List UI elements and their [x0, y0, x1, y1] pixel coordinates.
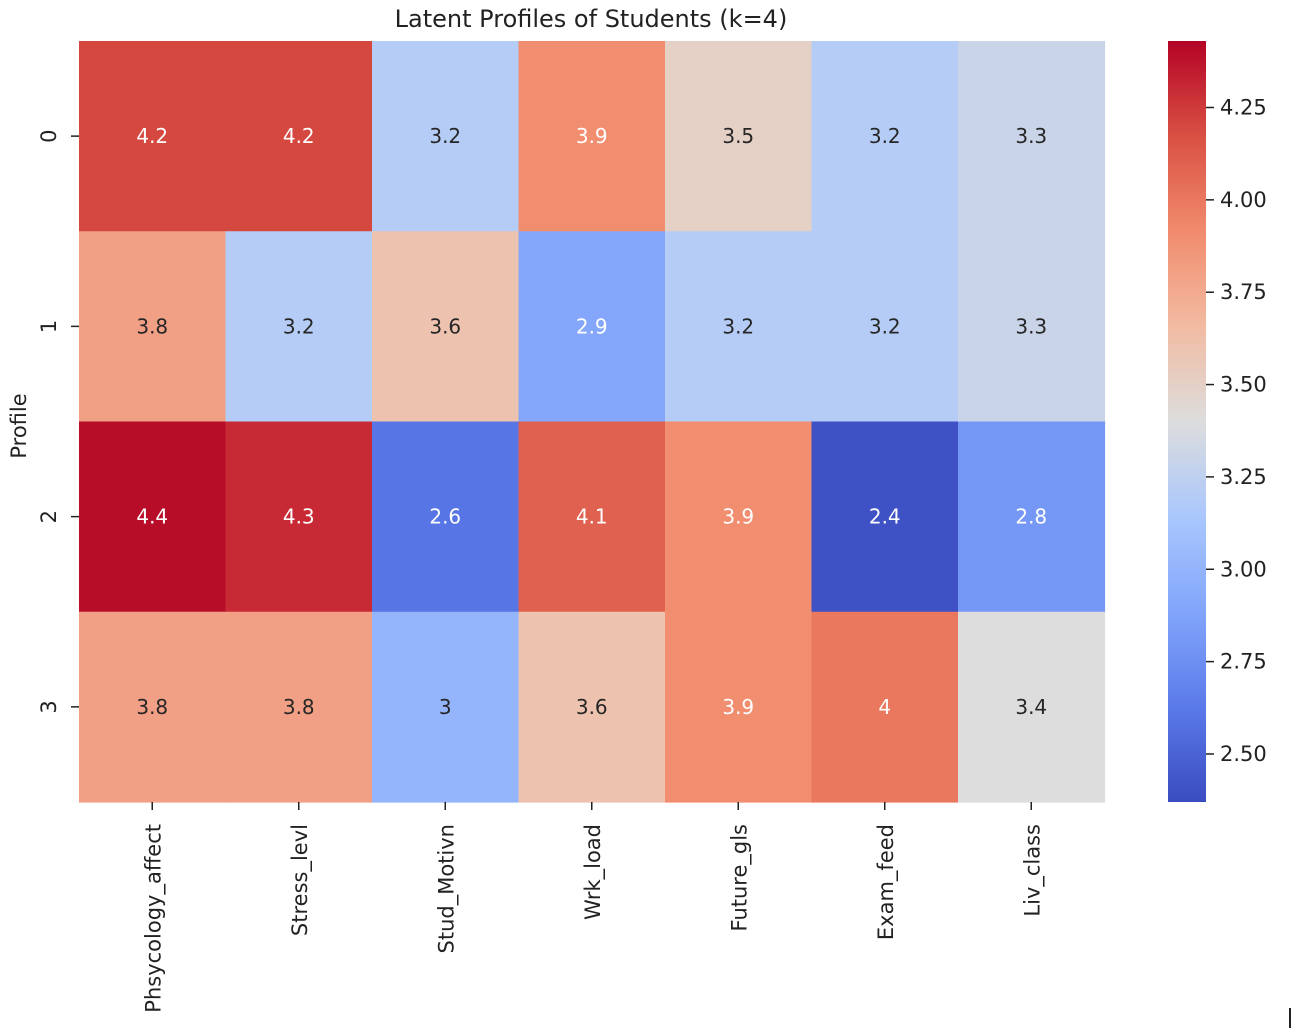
- heatmap-cell-3-1: [225, 611, 373, 803]
- cell-label-0-5: 3.2: [869, 124, 901, 148]
- heatmap-cells: [79, 41, 1106, 803]
- y-tick-label-3: 3: [37, 700, 61, 713]
- colorbar-tick-label-2: 3.00: [1220, 557, 1267, 581]
- cell-annotations: 4.2 4.2 3.2 3.9 3.5 3.2 3.3 3.8 3.2 3.6 2.9 3.2 3.2 3…: [136, 124, 1047, 719]
- cell-label-2-6: 2.8: [1015, 505, 1047, 529]
- heatmap-cell-1-0: [79, 231, 227, 423]
- heatmap-cell-0-3: [518, 41, 666, 232]
- heatmap-cell-0-2: [372, 41, 520, 232]
- y-tick-label-0: 0: [37, 129, 61, 142]
- cell-label-0-6: 3.3: [1015, 124, 1047, 148]
- heatmap-cell-1-2: [372, 231, 520, 423]
- cell-label-1-3: 2.9: [576, 314, 608, 338]
- x-tick-label-3: Wrk_load: [581, 824, 606, 920]
- chart-title: Latent Profiles of Students (k=4): [395, 5, 788, 33]
- colorbar-tick-label-4: 3.50: [1220, 373, 1267, 397]
- colorbar-tick-label-6: 4.00: [1220, 188, 1267, 212]
- cell-label-0-2: 3.2: [429, 124, 461, 148]
- heatmap-cell-1-3: [518, 231, 666, 423]
- x-tick-label-4: Future_gls: [727, 824, 752, 931]
- cell-label-2-1: 4.3: [283, 505, 315, 529]
- heatmap-cell-1-5: [811, 231, 959, 423]
- cell-label-3-6: 3.4: [1015, 695, 1047, 719]
- y-axis-ticks: 0 1 2 3: [37, 129, 79, 714]
- cell-label-1-4: 3.2: [722, 314, 754, 338]
- colorbar-tick-label-5: 3.75: [1220, 280, 1267, 304]
- x-tick-label-0: Phsycology_affect: [141, 824, 166, 1013]
- heatmap-cell-3-2: [372, 611, 520, 803]
- cell-label-2-4: 3.9: [722, 505, 754, 529]
- colorbar-tick-label-1: 2.75: [1220, 650, 1267, 674]
- heatmap-cell-2-4: [665, 421, 813, 613]
- x-tick-label-6: Liv_class: [1020, 824, 1045, 917]
- y-tick-label-2: 2: [37, 510, 61, 523]
- heatmap-cell-3-0: [79, 611, 227, 803]
- heatmap-cell-0-5: [811, 41, 959, 232]
- cell-label-1-1: 3.2: [283, 314, 315, 338]
- heatmap-cell-3-6: [958, 611, 1106, 803]
- cell-label-1-2: 3.6: [429, 314, 461, 338]
- heatmap-cell-3-4: [665, 611, 813, 803]
- cell-label-3-1: 3.8: [283, 695, 315, 719]
- colorbar: [1168, 41, 1206, 802]
- y-tick-label-1: 1: [37, 320, 61, 333]
- heatmap-cell-3-5: [811, 611, 959, 803]
- cell-label-3-5: 4: [878, 695, 891, 719]
- cell-label-0-3: 3.9: [576, 124, 608, 148]
- cell-label-0-4: 3.5: [722, 124, 754, 148]
- x-tick-label-1: Stress_levl: [288, 824, 313, 936]
- heatmap-cell-0-0: [79, 41, 227, 232]
- cell-label-3-3: 3.6: [576, 695, 608, 719]
- x-tick-label-2: Stud_Motivn: [434, 824, 459, 953]
- heatmap-cell-2-2: [372, 421, 520, 613]
- heatmap-cell-2-0: [79, 421, 227, 613]
- colorbar-tick-label-3: 3.25: [1220, 465, 1267, 489]
- heatmap-cell-0-1: [225, 41, 373, 232]
- cell-label-3-0: 3.8: [136, 695, 168, 719]
- heatmap-cell-2-1: [225, 421, 373, 613]
- heatmap-cell-1-1: [225, 231, 373, 423]
- x-tick-label-5: Exam_feed: [874, 824, 899, 940]
- heatmap-cell-3-3: [518, 611, 666, 803]
- cell-label-2-3: 4.1: [576, 505, 608, 529]
- heatmap-cell-1-4: [665, 231, 813, 423]
- heatmap-cell-2-6: [958, 421, 1106, 613]
- heatmap-cell-0-6: [958, 41, 1106, 232]
- colorbar-tick-label-0: 2.50: [1220, 742, 1267, 766]
- cell-label-1-5: 3.2: [869, 314, 901, 338]
- cell-label-0-0: 4.2: [136, 124, 168, 148]
- cell-label-3-4: 3.9: [722, 695, 754, 719]
- cell-label-1-0: 3.8: [136, 314, 168, 338]
- y-axis-label: Profile: [7, 393, 31, 458]
- heatmap-cell-2-3: [518, 421, 666, 613]
- cell-label-0-1: 4.2: [283, 124, 315, 148]
- colorbar-tick-label-7: 4.25: [1220, 95, 1267, 119]
- x-axis-ticks: Phsycology_affect Stress_levl Stud_Motivn W…: [141, 802, 1045, 1013]
- heatmap-cell-2-5: [811, 421, 959, 613]
- cell-label-2-0: 4.4: [136, 505, 168, 529]
- colorbar-ticks: 2.50 2.75 3.00 3.25 3.50 3.75 4.00 4.25: [1206, 95, 1267, 766]
- heatmap-cell-0-4: [665, 41, 813, 232]
- heatmap-cell-1-6: [958, 231, 1106, 423]
- cell-label-2-2: 2.6: [429, 505, 461, 529]
- cell-label-2-5: 2.4: [869, 505, 901, 529]
- cell-label-3-2: 3: [439, 695, 452, 719]
- cell-label-1-6: 3.3: [1015, 314, 1047, 338]
